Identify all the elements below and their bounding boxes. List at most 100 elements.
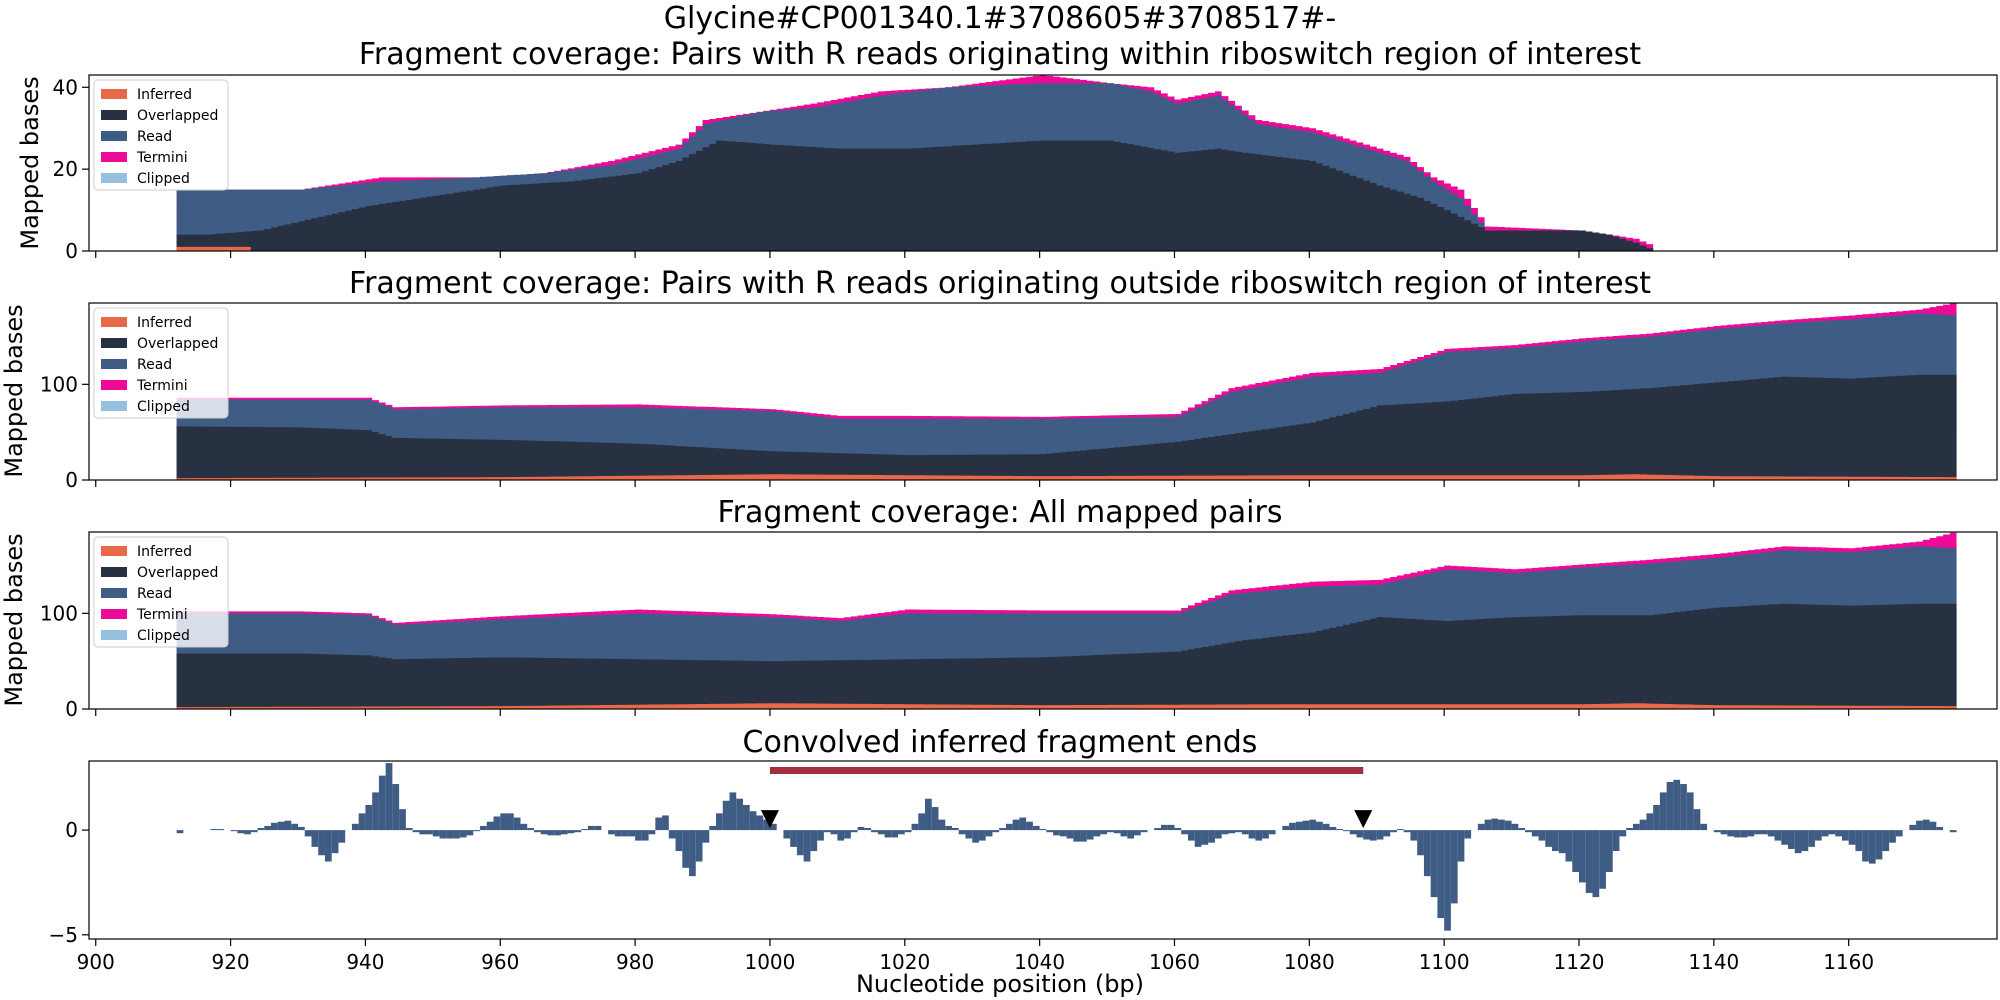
legend-swatch-read <box>101 588 127 598</box>
ends-bar <box>1605 830 1613 872</box>
ends-bar <box>1686 792 1694 831</box>
ends-bar <box>823 830 831 833</box>
ends-bar <box>1916 820 1923 831</box>
ends-bar <box>1767 830 1775 837</box>
xtick-label-10: 1100 <box>1419 950 1470 974</box>
ends-bar <box>358 813 366 831</box>
panel-4-title: Convolved inferred fragment ends <box>743 725 1258 760</box>
legend-label-read: Read <box>137 129 172 145</box>
ends-bar <box>1376 830 1384 840</box>
ends-bar <box>891 830 899 838</box>
ends-bar <box>769 823 777 831</box>
ends-bar <box>264 825 272 831</box>
legend-frame <box>93 536 229 648</box>
ends-bar <box>1235 830 1242 833</box>
ends-bar <box>1545 830 1553 847</box>
ends-bar <box>1032 825 1040 831</box>
ends-bar <box>284 820 292 831</box>
ends-bar <box>1369 830 1377 841</box>
series-inferred-area <box>176 474 1957 480</box>
ends-bar <box>1248 830 1256 839</box>
ends-bar <box>1302 820 1310 831</box>
legend-swatch-inferred <box>101 546 127 556</box>
ends-bar <box>574 830 582 833</box>
ends-bar <box>1727 830 1735 837</box>
panel-2-legend: Inferred Overlapped Read Termini Clipped <box>93 307 229 419</box>
ends-bar <box>527 828 534 831</box>
xtick-label-13: 1160 <box>1823 950 1874 974</box>
ends-bar <box>1498 819 1505 831</box>
ends-bar <box>756 815 764 831</box>
ends-bar <box>972 830 979 843</box>
ends-bar <box>1396 829 1404 831</box>
ends-bar <box>1511 823 1519 831</box>
legend-swatch-overlapped <box>101 338 127 348</box>
ends-bar <box>1113 830 1121 834</box>
panel-4-ytick-0: −5 <box>49 923 78 947</box>
xtick-label-4: 980 <box>616 950 654 974</box>
ends-bar <box>790 830 797 847</box>
x-axis-label: Nucleotide position (bp) <box>856 970 1144 998</box>
ends-bar <box>1747 830 1755 837</box>
legend-label-clipped: Clipped <box>137 399 190 415</box>
ends-bar <box>655 817 663 831</box>
ends-bar <box>318 830 325 856</box>
ends-bar <box>1228 830 1236 834</box>
ends-bar <box>1343 830 1350 832</box>
legend-swatch-read <box>101 359 127 369</box>
ends-bar <box>210 829 218 831</box>
legend-label-inferred: Inferred <box>137 544 192 560</box>
ends-bar <box>291 823 298 831</box>
legend-label-inferred: Inferred <box>137 315 192 331</box>
ends-bar <box>722 800 730 831</box>
ends-bar <box>1781 830 1788 845</box>
ends-bar <box>1855 830 1863 852</box>
xtick-label-2: 940 <box>346 950 384 974</box>
ends-bar <box>1336 829 1344 831</box>
ends-bar <box>621 830 629 837</box>
legend-frame <box>93 79 229 191</box>
legend-swatch-overlapped <box>101 110 127 120</box>
ends-bar <box>1410 830 1418 841</box>
ends-bar <box>426 830 433 835</box>
xtick-label-3: 960 <box>481 950 519 974</box>
panel-1-ytick-1: 20 <box>53 157 78 181</box>
ends-bar <box>1713 830 1721 833</box>
legend-swatch-termini <box>101 152 127 162</box>
legend-swatch-clipped <box>101 173 127 183</box>
ends-bar <box>1086 830 1094 840</box>
ends-bar <box>871 830 878 833</box>
ends-bar <box>783 830 791 839</box>
panel-1-ylabel: Mapped bases <box>16 76 44 249</box>
xtick-label-0: 900 <box>77 950 115 974</box>
ends-bar <box>1653 804 1660 831</box>
ends-bar <box>850 830 858 833</box>
ends-bar <box>1720 830 1728 835</box>
legend-swatch-termini <box>101 380 127 390</box>
legend-label-inferred: Inferred <box>137 87 192 103</box>
panel-1-legend: Inferred Overlapped Read Termini Clipped <box>93 79 229 191</box>
ends-bar <box>958 830 966 835</box>
ends-bar <box>1066 830 1074 839</box>
ends-bar <box>1174 828 1182 831</box>
ends-bar <box>1107 830 1114 833</box>
ends-bar <box>217 829 224 831</box>
ends-bar <box>1241 830 1249 835</box>
position-marker-1 <box>1354 810 1373 829</box>
panel-2: Inferred Overlapped Read Termini Clipped <box>93 303 1957 480</box>
ends-bar <box>1167 824 1175 831</box>
ends-bar <box>931 807 939 831</box>
ends-bar <box>466 830 474 836</box>
ends-bar <box>1093 830 1101 837</box>
ends-bar <box>1316 821 1323 831</box>
ends-bar <box>500 813 508 831</box>
panel-2-frame <box>88 302 1998 481</box>
ends-bar <box>244 830 251 835</box>
ends-bar <box>857 826 865 831</box>
ends-bar <box>304 830 312 837</box>
ends-bar <box>567 830 575 834</box>
ends-bar <box>405 828 413 831</box>
ends-bar <box>635 830 642 841</box>
ends-bar <box>1700 823 1708 831</box>
